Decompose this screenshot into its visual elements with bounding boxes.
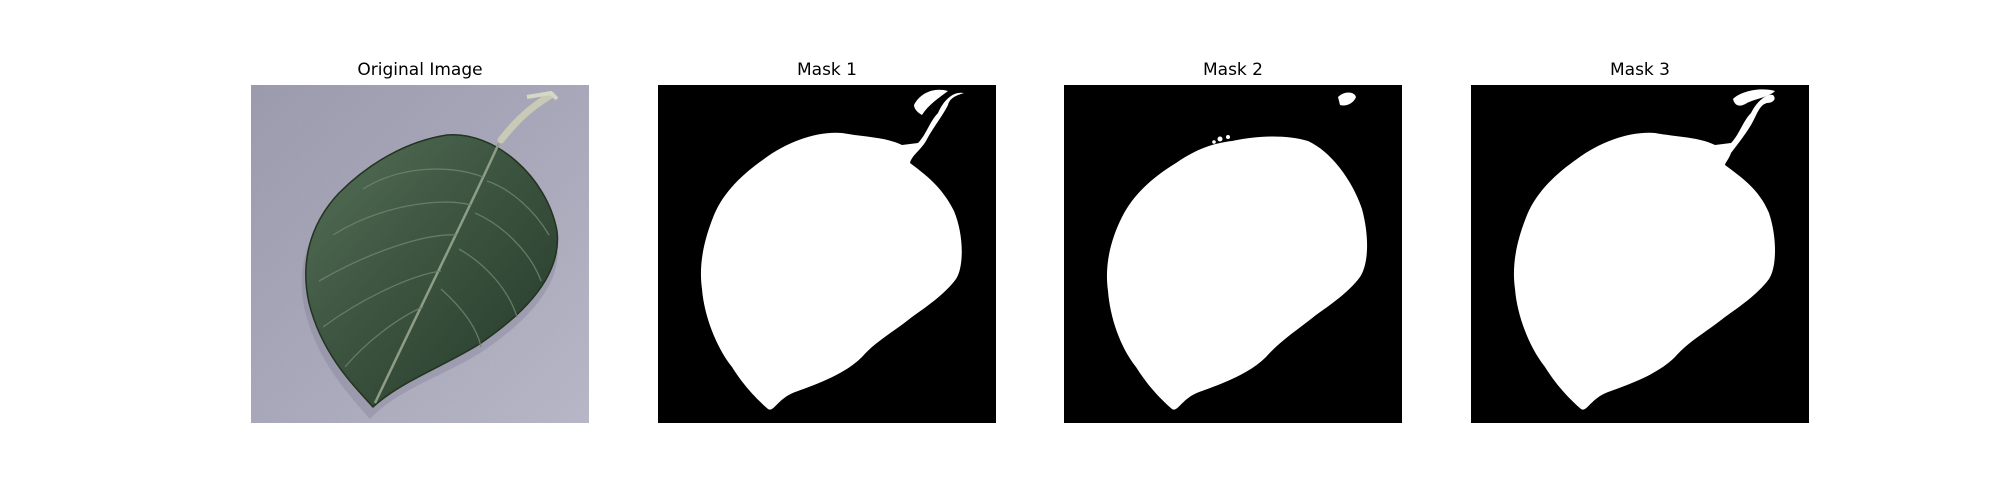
mask-region <box>1106 136 1368 410</box>
panel-mask-1: Mask 1 <box>658 58 996 424</box>
panel-title: Mask 2 <box>1202 60 1263 80</box>
segmentation-mask <box>1064 85 1402 423</box>
mask-speck <box>1338 92 1356 106</box>
segmentation-mask <box>1471 85 1809 423</box>
leaf-midrib <box>373 142 501 404</box>
mask-region <box>1513 94 1775 410</box>
panel-title: Mask 1 <box>796 60 857 80</box>
segmentation-mask <box>658 85 996 423</box>
panel-title: Original Image <box>357 60 483 80</box>
panel-title: Mask 3 <box>1609 60 1670 80</box>
leaf-photo <box>251 85 589 423</box>
leaf-blade <box>305 134 559 409</box>
leaf-stem <box>497 91 555 144</box>
mask-region <box>700 92 964 410</box>
panel-original-image: Original Image <box>251 58 589 424</box>
panel-mask-2: Mask 2 <box>1064 58 1402 424</box>
panel-mask-3: Mask 3 <box>1471 58 1809 424</box>
